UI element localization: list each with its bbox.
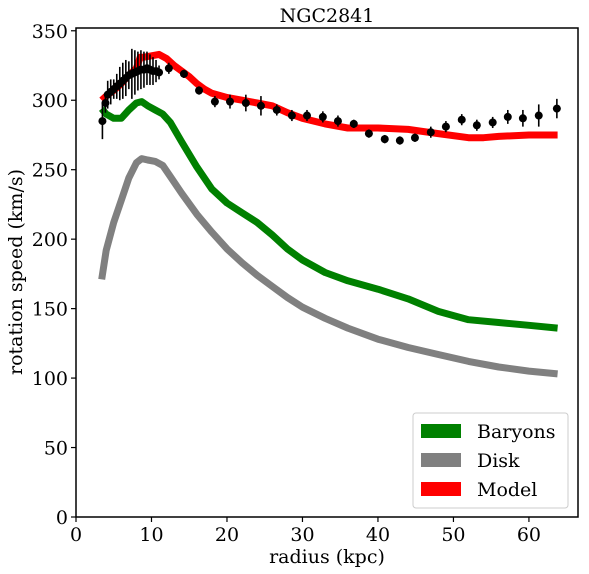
data-point <box>256 101 265 110</box>
y-axis-label: rotation speed (km/s) <box>5 169 27 375</box>
x-tick-label: 50 <box>441 524 465 546</box>
data-point <box>98 117 107 126</box>
data-point <box>155 68 164 77</box>
plot-area-frame <box>75 27 579 518</box>
data-point <box>457 115 466 124</box>
data-point <box>518 114 527 123</box>
y-tick-label: 0 <box>56 507 68 529</box>
y-tick-label: 300 <box>32 90 68 112</box>
y-tick-label: 250 <box>32 160 68 182</box>
legend-label-disk: Disk <box>477 450 520 472</box>
y-tick-label: 50 <box>44 438 68 460</box>
legend-swatch-disk <box>421 453 461 467</box>
data-point <box>349 119 358 128</box>
y-tick-label: 100 <box>32 368 68 390</box>
data-point <box>318 112 327 121</box>
data-point <box>534 111 543 120</box>
x-tick-label: 0 <box>70 524 82 546</box>
data-point <box>395 136 404 145</box>
model-curves <box>98 50 558 378</box>
y-tick-label: 150 <box>32 299 68 321</box>
x-tick-label: 30 <box>290 524 314 546</box>
y-tick-label: 200 <box>32 229 68 251</box>
data-point <box>488 118 497 127</box>
data-point <box>333 117 342 126</box>
x-tick-label: 60 <box>517 524 541 546</box>
legend: Baryons Disk Model <box>412 412 569 509</box>
data-point <box>195 86 204 95</box>
data-point <box>364 129 373 138</box>
series-line-baryons <box>98 98 558 332</box>
x-axis: 0 10 20 30 40 50 60 <box>70 517 541 546</box>
data-point <box>287 111 296 120</box>
data-point <box>302 111 311 120</box>
x-tick-label: 20 <box>215 524 239 546</box>
data-point <box>426 128 435 137</box>
y-axis: 0 50 100 150 200 250 300 350 <box>32 21 76 529</box>
data-point <box>380 135 389 144</box>
legend-label-model: Model <box>477 479 537 501</box>
data-point <box>241 99 250 108</box>
legend-swatch-baryons <box>421 424 461 438</box>
data-point <box>272 105 281 114</box>
legend-swatch-model <box>421 482 461 496</box>
data-point <box>210 97 219 106</box>
data-point <box>441 122 450 131</box>
series-line-disk <box>98 155 558 378</box>
data-point <box>164 64 173 73</box>
legend-label-baryons: Baryons <box>477 421 556 443</box>
chart-title: NGC2841 <box>280 5 375 27</box>
data-point <box>410 133 419 142</box>
data-point <box>552 104 561 113</box>
data-point <box>472 121 481 130</box>
observed-points <box>98 48 561 145</box>
data-point <box>503 112 512 121</box>
y-tick-label: 350 <box>32 21 68 43</box>
x-axis-label: radius (kpc) <box>269 546 385 568</box>
x-tick-label: 40 <box>366 524 390 546</box>
x-tick-label: 10 <box>139 524 163 546</box>
data-point <box>179 69 188 78</box>
data-point <box>225 97 234 106</box>
